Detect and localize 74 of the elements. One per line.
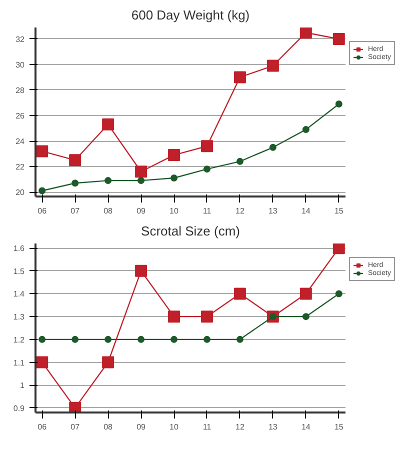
point [234,288,246,300]
y-tick-label: 1.3 [13,312,26,322]
y-tick-label: 20 [16,188,26,198]
x-tick-label: 11 [202,206,212,216]
point [102,356,114,368]
x-tick-label: 13 [268,206,278,216]
point [300,28,312,39]
x-tick-label: 13 [268,422,278,432]
y-tick-label: 1 [20,381,26,390]
y-tick-label: 1.4 [13,290,26,299]
y-tick-label: 1.5 [13,266,26,276]
x-tick-label: 12 [236,206,245,216]
point [234,71,246,84]
point [104,177,112,184]
point [266,60,279,72]
point [36,356,48,368]
point [138,177,145,184]
point [168,310,180,323]
point [170,174,178,182]
y-tick-label: 28 [16,86,26,95]
y-tick-label: 0.9 [13,404,26,413]
x-tick-label: 14 [301,422,311,432]
y-tick-label: 1.1 [13,358,26,368]
point [135,166,148,178]
x-tick-label: 09 [136,206,146,216]
x-tick-label: 09 [136,422,146,432]
point [104,336,112,343]
x-tick-label: 12 [236,422,245,432]
x-tick-label: 14 [301,206,311,216]
y-tick-label: 30 [16,60,26,70]
x-tick-label: 06 [38,422,48,432]
point [38,336,46,343]
chart-title: 600 Day Weight (kg) [131,8,250,22]
y-tick-label: 26 [16,112,26,121]
point [302,126,310,134]
point [335,290,342,298]
point [170,336,178,343]
point [36,145,48,158]
point [138,336,145,343]
point [102,118,114,130]
point [168,149,180,162]
point [302,313,310,320]
x-tick-label: 10 [170,206,180,216]
y-tick-label: 1.6 [13,244,26,254]
y-tick-label: 1.2 [13,335,26,344]
x-tick-label: 15 [334,206,344,216]
x-tick-label: 08 [104,206,114,216]
y-tick-label: 24 [16,137,26,146]
point [300,288,312,300]
x-tick-label: 06 [38,206,48,216]
chart-title: Scrotal Size (cm) [141,224,240,238]
point [69,154,82,166]
x-tick-label: 15 [334,422,344,432]
point [203,336,210,343]
point [200,140,213,152]
point [135,264,148,277]
y-tick-label: 32 [16,34,26,44]
point [203,166,210,173]
point [335,100,342,108]
point [38,187,46,194]
point [269,144,276,151]
y-tick-label: 22 [16,162,26,172]
point [200,310,213,323]
point [332,32,345,45]
point [236,158,244,165]
x-tick-label: 10 [170,422,180,432]
point [236,336,244,343]
x-tick-label: 08 [104,422,114,432]
x-tick-label: 11 [202,422,212,432]
point [332,244,345,254]
point [72,180,79,187]
x-tick-label: 07 [70,422,80,432]
point [72,336,79,343]
x-tick-label: 07 [70,206,80,216]
